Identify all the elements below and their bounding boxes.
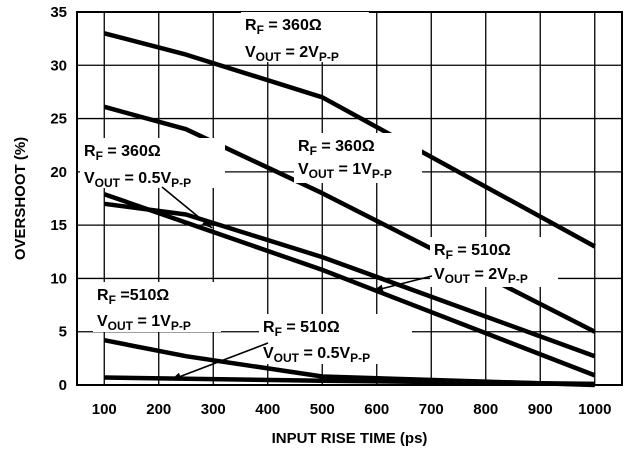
y-tick-label: 20: [50, 164, 67, 181]
series-line-1: [103, 31, 596, 249]
x-tick-label: 500: [310, 401, 335, 418]
annotation-backing: [80, 138, 225, 188]
annotation-vout: VOUT = 0.5VP-P: [263, 345, 370, 365]
x-tick-label: 900: [528, 401, 553, 418]
x-tick-label: 400: [255, 401, 280, 418]
x-tick-label: 800: [473, 401, 498, 418]
annotation-rf: RF = 360Ω: [245, 17, 322, 37]
annotation-arrow: [372, 275, 433, 292]
annotation-arrow: [170, 342, 269, 381]
annotation-vout: VOUT = 1VP-P: [298, 161, 392, 181]
annotation-backing: [294, 133, 422, 183]
annotation-rf: RF =510Ω: [97, 287, 169, 307]
annotation-label: RF =510Ω VOUT = 1VP-P: [93, 282, 221, 333]
annotation-backing: [93, 282, 221, 332]
annotation-vout: VOUT = 2VP-P: [434, 266, 528, 286]
annotation-vout: VOUT = 0.5VP-P: [84, 170, 191, 190]
annotation-rf: RF = 510Ω: [434, 242, 511, 262]
x-tick-label: 1000: [578, 401, 611, 418]
y-tick-label: 25: [50, 111, 67, 128]
x-tick-label: 300: [201, 401, 226, 418]
x-axis-title: INPUT RISE TIME (ps): [272, 430, 428, 447]
y-tick-label: 30: [50, 57, 67, 74]
x-tick-label: 100: [92, 401, 117, 418]
annotation-label: RF = 510Ω VOUT = 0.5VP-P: [170, 314, 412, 381]
y-tick-label: 0: [59, 377, 67, 394]
annotation-backing: [430, 237, 558, 287]
annotation-rf: RF = 360Ω: [298, 138, 375, 158]
x-tick-label: 600: [364, 401, 389, 418]
y-tick-label: 10: [50, 270, 67, 287]
y-axis-title: OVERSHOOT (%): [12, 137, 29, 260]
y-tick-label: 35: [50, 4, 67, 21]
annotation-vout: VOUT = 1VP-P: [97, 313, 191, 333]
annotation-label: RF = 360Ω VOUT = 2VP-P: [241, 12, 369, 64]
annotation-arrowhead: [171, 372, 182, 381]
annotation-label: RF = 360Ω VOUT = 1VP-P: [294, 133, 422, 183]
annotation-arrow: [161, 186, 213, 229]
annotation-backing: [259, 314, 412, 364]
annotation-label: RF = 510Ω VOUT = 2VP-P: [372, 237, 558, 293]
series-line-4: [103, 192, 596, 378]
annotation-group: RF = 360Ω VOUT = 2VP-P RF = 360Ω VOUT = 1VP…: [80, 12, 558, 381]
annotation-label: RF = 360Ω VOUT = 0.5VP-P: [80, 138, 225, 229]
axes: 100 200 300 400 500 600 700 800 900 1000 0 5 10 15 20 2…: [12, 4, 611, 447]
annotation-rf: RF = 360Ω: [84, 143, 161, 163]
y-tick-label: 5: [59, 324, 67, 341]
y-tick-label: 15: [50, 217, 67, 234]
x-tick-label: 700: [419, 401, 444, 418]
annotation-backing: [241, 12, 369, 62]
annotation-vout: VOUT = 2VP-P: [245, 44, 339, 64]
annotation-arrowhead: [373, 284, 384, 293]
annotation-arrowhead: [201, 218, 212, 228]
annotation-rf: RF = 510Ω: [263, 319, 340, 339]
x-tick-label: 200: [146, 401, 171, 418]
